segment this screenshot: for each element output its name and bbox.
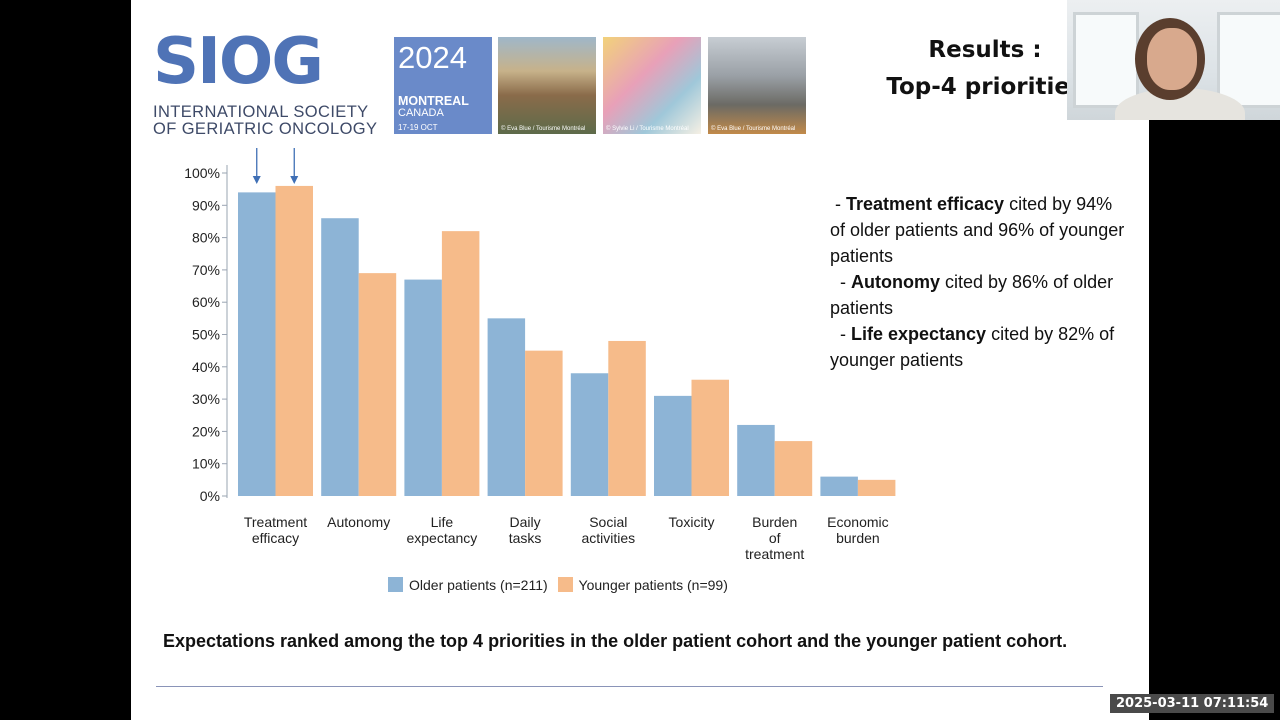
- montreal-photo-houses: © Eva Blue / Tourisme Montréal: [498, 37, 596, 134]
- window-pane: [1217, 12, 1280, 108]
- chart-legend: Older patients (n=211) Younger patients …: [388, 577, 734, 593]
- x-category-label: of: [769, 530, 781, 546]
- x-category-label: Daily: [510, 514, 541, 530]
- summary-point: - Autonomy cited by 86% of older patient…: [830, 269, 1130, 321]
- legend-item-older: Older patients (n=211): [388, 577, 548, 593]
- event-badge: 2024 MONTREAL CANADA 17-19 OCT: [394, 37, 492, 134]
- priorities-bar-chart: 0% 10% 20% 30% 40% 50% 60% 70% 80% 90% 100% Treatme…: [184, 148, 896, 562]
- bar-younger: [608, 340, 646, 496]
- presentation-slide: SIOG INTERNATIONAL SOCIETY OF GERIATRIC …: [131, 0, 1149, 720]
- logo-subtitle-line2: OF GERIATRIC ONCOLOGY: [153, 120, 378, 138]
- summary-bullet: -: [830, 272, 851, 292]
- bar-older: [820, 476, 858, 496]
- y-tick-label: 100%: [184, 165, 220, 181]
- photo-credit: © Sylvie Li / Tourisme Montréal: [606, 126, 689, 132]
- x-category-label: Treatment: [244, 514, 307, 530]
- bar-younger: [275, 185, 313, 497]
- bar-older: [737, 424, 775, 496]
- summary-bullet: -: [830, 324, 851, 344]
- bar-younger: [441, 231, 480, 496]
- summary-text: cited by 94% of older patients and 96% o…: [830, 194, 1125, 266]
- caption-divider: [156, 686, 1103, 687]
- summary-text: cited by 82% of younger patients: [830, 324, 1115, 370]
- x-category-label: Economic: [827, 514, 888, 530]
- highlight-arrowhead: [252, 176, 261, 184]
- summary-keyword: Life expectancy: [851, 324, 987, 344]
- summary-point: - Treatment efficacy cited by 94% of old…: [830, 191, 1130, 269]
- slide-title-line1: Results :: [928, 37, 1042, 63]
- y-tick-label: 60%: [192, 294, 220, 310]
- highlight-arrowhead: [290, 176, 299, 184]
- siog-logo: SIOG INTERNATIONAL SOCIETY OF GERIATRIC …: [153, 27, 389, 138]
- x-category-label: Life: [431, 514, 454, 530]
- x-category-label: activities: [581, 530, 635, 546]
- figure-caption: Expectations ranked among the top 4 prio…: [163, 631, 1068, 651]
- summary-text: cited by 86% of older patients: [830, 272, 1114, 318]
- legend-label-older: Older patients (n=211): [409, 577, 548, 593]
- bar-younger: [525, 350, 563, 496]
- bar-older: [654, 395, 692, 496]
- summary-keyword: Treatment efficacy: [846, 194, 1005, 214]
- x-category-label: Toxicity: [669, 514, 715, 530]
- y-tick-label: 90%: [192, 197, 220, 213]
- y-tick-label: 30%: [192, 391, 220, 407]
- y-tick-label: 10%: [192, 456, 220, 472]
- event-city: MONTREAL: [398, 94, 469, 108]
- photo-credit: © Eva Blue / Tourisme Montréal: [501, 126, 586, 132]
- slide-title-line2: Top-4 priorities: [886, 74, 1084, 100]
- summary-bullet: -: [830, 194, 846, 214]
- montreal-photo-mural: © Sylvie Li / Tourisme Montréal: [603, 37, 701, 134]
- x-category-label: treatment: [745, 546, 804, 562]
- y-tick-label: 70%: [192, 262, 220, 278]
- window-pane: [1073, 12, 1139, 108]
- bar-younger: [857, 479, 896, 496]
- legend-item-younger: Younger patients (n=99): [557, 577, 728, 593]
- bar-younger: [358, 273, 397, 496]
- bar-older: [238, 192, 276, 496]
- event-country: CANADA: [398, 107, 444, 119]
- recording-timestamp: 2025-03-11 07:11:54: [1110, 694, 1275, 713]
- event-dates: 17-19 OCT: [398, 123, 438, 132]
- x-category-label: Autonomy: [327, 514, 390, 530]
- legend-swatch-younger: [557, 577, 573, 592]
- x-category-label: efficacy: [252, 530, 299, 546]
- y-tick-label: 20%: [192, 423, 220, 439]
- summary-keyword: Autonomy: [851, 272, 940, 292]
- legend-swatch-older: [388, 577, 403, 592]
- legend-label-younger: Younger patients (n=99): [578, 577, 728, 593]
- y-tick-label: 40%: [192, 359, 220, 375]
- montreal-photo-skyline: © Eva Blue / Tourisme Montréal: [708, 37, 806, 134]
- bar-younger: [774, 441, 813, 496]
- x-category-label: Social: [589, 514, 627, 530]
- x-category-label: tasks: [509, 530, 542, 546]
- speaker-face: [1147, 28, 1197, 90]
- y-tick-label: 0%: [200, 488, 220, 504]
- summary-point: - Life expectancy cited by 82% of younge…: [830, 321, 1130, 373]
- speaker-webcam-video: [1067, 0, 1280, 120]
- results-summary: - Treatment efficacy cited by 94% of old…: [830, 191, 1130, 373]
- slide-title: Results : Top-4 priorities: [871, 32, 1099, 106]
- logo-wordmark: SIOG: [153, 25, 324, 99]
- bar-older: [487, 318, 526, 496]
- y-tick-label: 50%: [192, 327, 220, 343]
- y-tick-label: 80%: [192, 230, 220, 246]
- bar-older: [570, 373, 609, 496]
- bar-younger: [691, 379, 729, 496]
- x-category-label: burden: [836, 530, 880, 546]
- bar-older: [404, 279, 442, 496]
- x-category-label: Burden: [752, 514, 797, 530]
- logo-subtitle-line1: INTERNATIONAL SOCIETY: [153, 103, 369, 121]
- x-category-label: expectancy: [406, 530, 477, 546]
- photo-credit: © Eva Blue / Tourisme Montréal: [711, 126, 796, 132]
- bar-older: [321, 218, 359, 496]
- event-year: 2024: [398, 40, 467, 75]
